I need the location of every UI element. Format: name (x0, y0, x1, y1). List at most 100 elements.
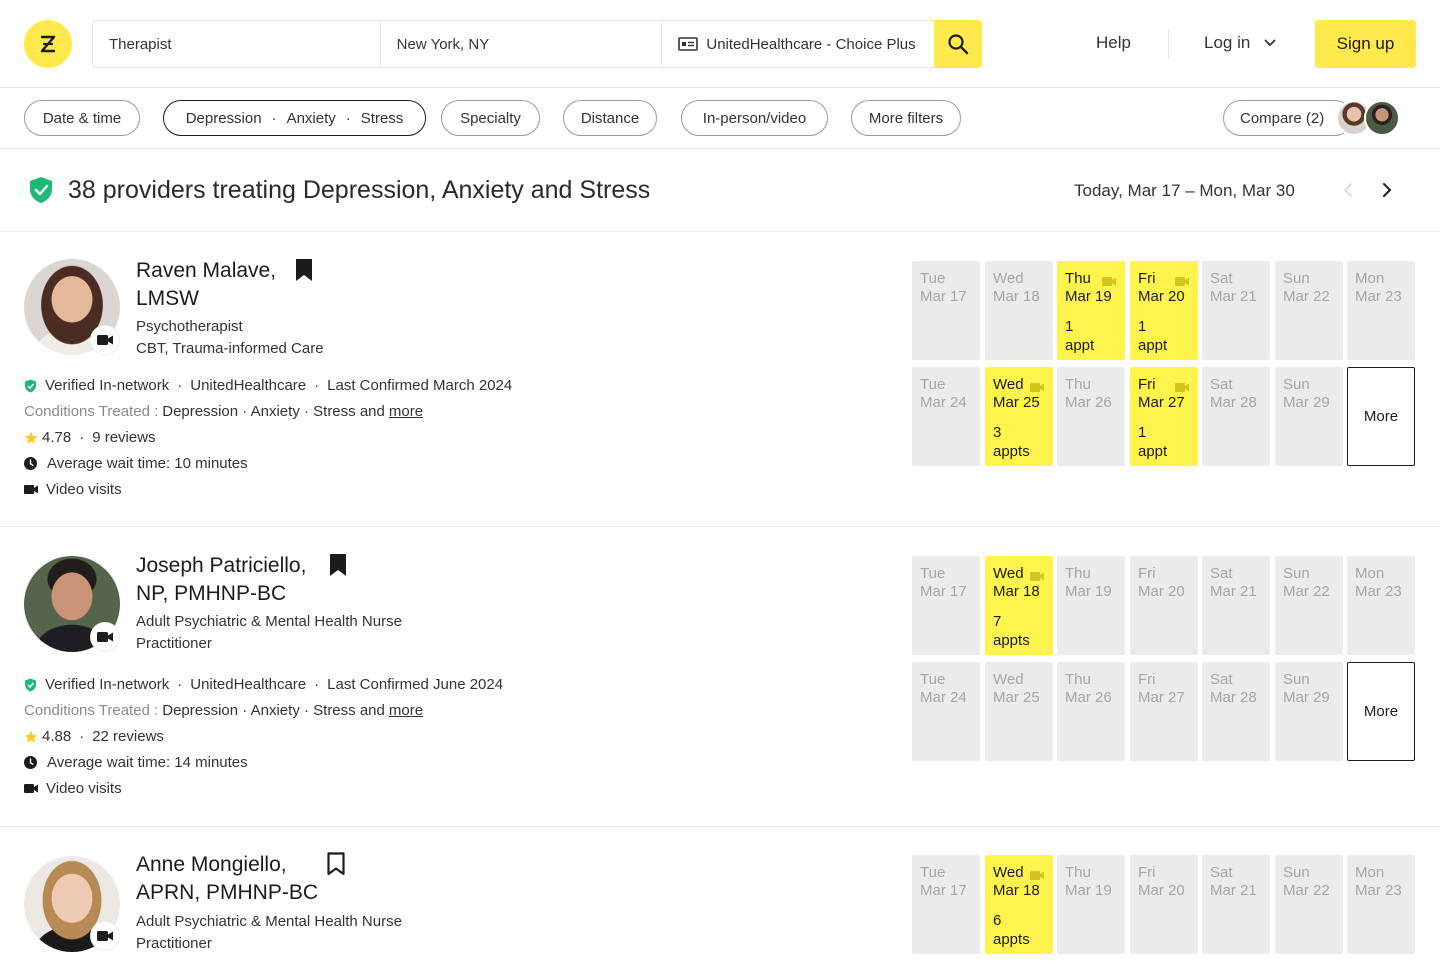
distance-filter[interactable]: Distance (563, 100, 657, 136)
available-day-slot[interactable]: Wed Mar 18 6 appts (985, 855, 1053, 954)
provider-type-line1: Adult Psychiatric & Mental Health Nurse (136, 613, 402, 630)
video-camera-icon (1175, 274, 1189, 292)
video-camera-icon (24, 783, 38, 794)
chevron-right-icon[interactable] (1378, 180, 1396, 205)
search-button[interactable] (934, 20, 982, 68)
more-filters-button[interactable]: More filters (851, 100, 961, 136)
separator-dot: · (177, 377, 183, 394)
day-date: Mar 20 (1138, 288, 1185, 305)
unavailable-day-slot: Tue Mar 17 (912, 855, 980, 954)
provider-card[interactable] (0, 233, 1440, 527)
day-date: Mar 21 (1210, 288, 1257, 305)
rating-line[interactable]: 4.88 · 22 reviews (24, 728, 164, 745)
day-date: Mar 23 (1355, 882, 1402, 899)
chevron-left-icon[interactable] (1340, 180, 1358, 205)
available-day-slot[interactable]: Fri Mar 20 1 appt (1130, 261, 1198, 360)
provider-name-line1: Joseph Patriciello, (136, 554, 307, 577)
separator-dot: · (314, 377, 320, 394)
day-of-week: Wed (993, 864, 1024, 881)
conditions-more-link[interactable]: more (388, 702, 424, 719)
unavailable-day-slot: Sun Mar 29 (1275, 367, 1343, 466)
verified-line: Verified In-network · UnitedHealthcare ·… (24, 676, 503, 693)
available-day-slot[interactable]: Thu Mar 19 1 appt (1057, 261, 1125, 360)
provider-photo[interactable] (24, 259, 120, 355)
video-camera-icon (91, 623, 119, 651)
day-date: Mar 18 (993, 288, 1040, 305)
provider-type-line2: Practitioner (136, 635, 212, 652)
day-of-week: Thu (1065, 376, 1091, 393)
insurance-search-input[interactable]: UnitedHealthcare - Choice Plus (662, 21, 934, 67)
day-of-week: Sat (1210, 864, 1233, 881)
provider-name[interactable]: Raven Malave, LMSW (136, 257, 276, 313)
help-link[interactable]: Help (1096, 33, 1131, 52)
provider-name-line1: Anne Mongiello, (136, 853, 287, 876)
bookmark-filled-icon[interactable] (294, 257, 314, 288)
rating-value: 4.78 (42, 429, 72, 446)
appointment-number: 7 (993, 613, 1002, 630)
day-of-week: Thu (1065, 270, 1091, 287)
location-search-input[interactable]: New York, NY (381, 21, 663, 67)
available-day-slot[interactable]: Fri Mar 27 1 appt (1130, 367, 1198, 466)
conditions-more-link[interactable]: more (388, 403, 424, 420)
specialty-filter[interactable]: Specialty (441, 100, 540, 136)
day-date: Mar 23 (1355, 583, 1402, 600)
day-date: Mar 17 (920, 882, 967, 899)
unavailable-day-slot: Sun Mar 22 (1275, 855, 1343, 954)
compare-avatars[interactable] (1336, 100, 1400, 136)
video-visits-label: Video visits (46, 481, 122, 498)
bookmark-filled-icon[interactable] (328, 552, 348, 583)
provider-name-line2: NP, PMHNP-BC (136, 582, 287, 605)
appointment-count: 1 appt (1138, 423, 1167, 461)
shield-check-icon (28, 176, 54, 209)
login-menu[interactable]: Log in (1204, 33, 1276, 53)
appointment-unit: appts (993, 632, 1030, 649)
zocdoc-logo[interactable] (24, 20, 72, 68)
more-availability-button[interactable]: More (1347, 662, 1415, 761)
day-of-week: Fri (1138, 565, 1156, 582)
day-date: Mar 20 (1138, 882, 1185, 899)
available-day-slot[interactable]: Wed Mar 25 3 appts (985, 367, 1053, 466)
conditions-list: Depression · Anxiety · Stress and (162, 702, 385, 719)
day-date: Mar 29 (1283, 394, 1330, 411)
unavailable-day-slot: Tue Mar 24 (912, 367, 980, 466)
bookmark-outline-icon[interactable] (326, 851, 346, 882)
unavailable-day-slot: Mon Mar 23 (1347, 855, 1415, 954)
day-date: Mar 20 (1138, 583, 1185, 600)
specialty-search-value: Therapist (109, 35, 172, 53)
day-of-week: Tue (920, 671, 946, 688)
rating-line[interactable]: 4.78 · 9 reviews (24, 429, 156, 446)
day-of-week: Tue (920, 565, 946, 582)
provider-specialty: Psychotherapist CBT, Trauma-informed Car… (136, 316, 324, 360)
header-divider (1168, 30, 1169, 58)
signup-button[interactable]: Sign up (1315, 20, 1416, 68)
results-header (0, 149, 1440, 232)
unavailable-day-slot: Mon Mar 23 (1347, 556, 1415, 655)
day-of-week: Sun (1283, 565, 1310, 582)
more-availability-button[interactable]: More (1347, 367, 1415, 466)
conditions-filter[interactable]: Depression · Anxiety · Stress (163, 100, 426, 136)
in-person-video-filter[interactable]: In-person/video (681, 100, 828, 136)
login-label: Log in (1204, 33, 1251, 52)
specialty-search-input[interactable]: Therapist (93, 21, 381, 67)
day-date: Mar 26 (1065, 689, 1112, 706)
provider-name[interactable]: Anne Mongiello, APRN, PMHNP-BC (136, 851, 318, 907)
video-camera-icon (1030, 380, 1044, 398)
compare-button[interactable]: Compare (2) (1223, 100, 1353, 136)
provider-type-line2: Practitioner (136, 935, 212, 952)
day-date: Mar 25 (993, 394, 1040, 411)
unavailable-day-slot: Tue Mar 24 (912, 662, 980, 761)
day-of-week: Fri (1138, 864, 1156, 881)
unavailable-day-slot: Sat Mar 21 (1202, 855, 1270, 954)
date-time-filter[interactable]: Date & time (24, 100, 140, 136)
conditions-list: Depression · Anxiety · Stress and (162, 403, 385, 420)
day-date: Mar 18 (993, 583, 1040, 600)
insurance-card-icon (678, 37, 699, 51)
provider-card[interactable] (0, 527, 1440, 827)
conditions-label: Conditions Treated : (24, 702, 159, 719)
day-date: Mar 23 (1355, 288, 1402, 305)
available-day-slot[interactable]: Wed Mar 18 7 appts (985, 556, 1053, 655)
provider-name[interactable]: Joseph Patriciello, NP, PMHNP-BC (136, 552, 306, 608)
separator-dot: · (345, 109, 351, 127)
day-date: Mar 21 (1210, 882, 1257, 899)
day-date: Mar 27 (1138, 394, 1185, 411)
